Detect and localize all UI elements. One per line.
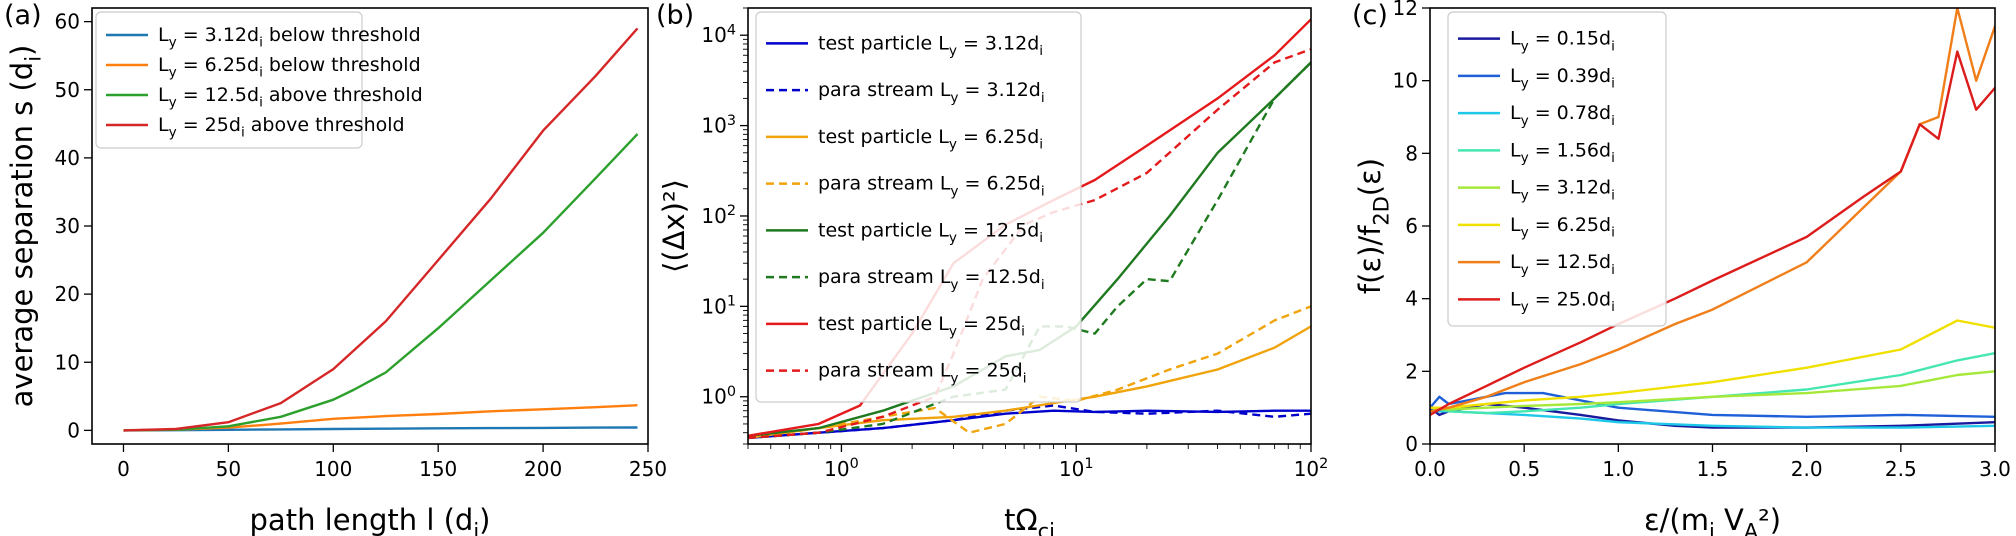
legend-label: Ly = 3.12di	[1510, 177, 1615, 204]
x-tick-label: 1.0	[1602, 457, 1634, 481]
x-tick-label: 102	[1294, 456, 1329, 481]
y-tick-label: 103	[701, 113, 736, 138]
y-tick-label: 60	[55, 10, 80, 34]
x-axis-label: path length l (di)	[250, 503, 491, 536]
series-line	[1430, 370, 1995, 411]
y-tick-label: 30	[55, 214, 80, 238]
legend-label: Ly = 0.39di	[1510, 65, 1615, 92]
y-tick-label: 104	[701, 22, 736, 47]
y-tick-label: 40	[55, 146, 80, 170]
series-line	[1430, 391, 1995, 418]
y-tick-label: 8	[1405, 141, 1418, 165]
series-line	[123, 27, 639, 432]
x-tick-label: 250	[629, 457, 667, 481]
y-tick-label: 100	[701, 384, 736, 409]
plot-frame	[91, 7, 649, 445]
y-tick-label: 2	[1405, 359, 1418, 383]
legend-label: Ly = 3.12di below threshold	[158, 24, 421, 51]
y-axis-label: ⟨(Δx)²⟩	[657, 179, 691, 273]
series-line	[748, 325, 1311, 440]
x-tick-label: 50	[216, 457, 241, 481]
legend-label: Ly = 12.5di	[1510, 251, 1615, 278]
x-tick-label: 3.0	[1979, 457, 2011, 481]
plot-frame	[1429, 7, 1996, 445]
panel-1: (b) 100 101 102 100 101 102 103 104 tΩci ⟨(Δx)²⟩ te…	[656, 0, 1328, 536]
series-line	[1430, 352, 1995, 415]
legend-label: test particle Ly = 3.12di	[818, 32, 1043, 59]
x-tick-label: 150	[419, 457, 457, 481]
y-tick-label: 101	[701, 294, 736, 319]
series-group	[123, 27, 639, 432]
y-tick-label: 102	[701, 203, 736, 228]
panel-letter: (a)	[4, 0, 42, 31]
series-group	[1430, 8, 1995, 429]
x-tick-label: 100	[314, 457, 352, 481]
series-line	[1430, 319, 1995, 409]
y-tick-label: 0	[1405, 432, 1418, 456]
panel-2: (c) 0.0 0.5 1.0 1.5 2.0 2.5 3.0 0 2 4 6 8 10 12 ε/(mi V…	[1352, 0, 2011, 536]
series-line	[748, 61, 1311, 440]
legend-box	[95, 11, 363, 149]
series-line	[1430, 8, 1995, 413]
legend-label: Ly = 6.25di	[1510, 214, 1615, 241]
legend-label: para stream Ly = 25di	[818, 360, 1027, 387]
x-axis-label: tΩci	[1004, 503, 1055, 536]
legend-label: para stream Ly = 3.12di	[818, 79, 1045, 106]
y-tick-label: 4	[1405, 287, 1418, 311]
panel-0: (a) 0 50 100 150 200 250 0 10 20 30 40 50 60 path leng…	[4, 0, 667, 536]
legend-label: Ly = 25di above threshold	[158, 114, 405, 141]
x-tick-label: 1.5	[1697, 457, 1729, 481]
y-tick-label: 50	[55, 78, 80, 102]
y-tick-label: 12	[1393, 0, 1418, 20]
series-line	[748, 409, 1311, 440]
legend-label: test particle Ly = 12.5di	[818, 219, 1043, 246]
x-tick-label: 0	[117, 457, 130, 481]
x-tick-label: 2.5	[1885, 457, 1917, 481]
y-tick-label: 20	[55, 282, 80, 306]
y-axis-label: f(ε)/f2D(ε)	[1353, 158, 1394, 294]
panel-letter: (c)	[1352, 0, 1388, 31]
series-line	[748, 48, 1311, 440]
legend-label: test particle Ly = 25di	[818, 313, 1025, 340]
legend-label: Ly = 0.78di	[1510, 102, 1615, 129]
y-axis-label: average separation s (di)	[5, 45, 46, 408]
legend-label: test particle Ly = 6.25di	[818, 126, 1043, 153]
legend-box	[1447, 11, 1667, 327]
legend-label: para stream Ly = 6.25di	[818, 173, 1045, 200]
series-line	[123, 426, 638, 432]
x-tick-label: 0.0	[1414, 457, 1446, 481]
panel-letter: (b)	[656, 0, 694, 31]
y-tick-label: 6	[1405, 214, 1418, 238]
x-tick-label: 101	[1059, 456, 1094, 481]
legend-label: Ly = 1.56di	[1510, 139, 1615, 166]
legend-box	[755, 11, 1082, 403]
series-line	[748, 404, 1311, 440]
y-tick-label: 10	[55, 350, 80, 374]
x-tick-label: 2.0	[1791, 457, 1823, 481]
legend-label: Ly = 6.25di below threshold	[158, 54, 421, 81]
legend-label: Ly = 0.15di	[1510, 28, 1615, 55]
y-tick-label: 0	[67, 418, 80, 442]
series-line	[123, 133, 639, 432]
x-tick-label: 0.5	[1508, 457, 1540, 481]
x-tick-label: 200	[524, 457, 562, 481]
series-line	[1430, 50, 1995, 416]
legend-label: para stream Ly = 12.5di	[818, 266, 1045, 293]
x-tick-label: 100	[824, 456, 859, 481]
legend-label: Ly = 12.5di above threshold	[158, 84, 423, 111]
plot-frame	[747, 7, 1312, 445]
y-tick-label: 10	[1393, 69, 1418, 93]
x-axis-label: ε/(mi VA²)	[1644, 503, 1781, 536]
legend-label: Ly = 25.0di	[1510, 288, 1615, 315]
